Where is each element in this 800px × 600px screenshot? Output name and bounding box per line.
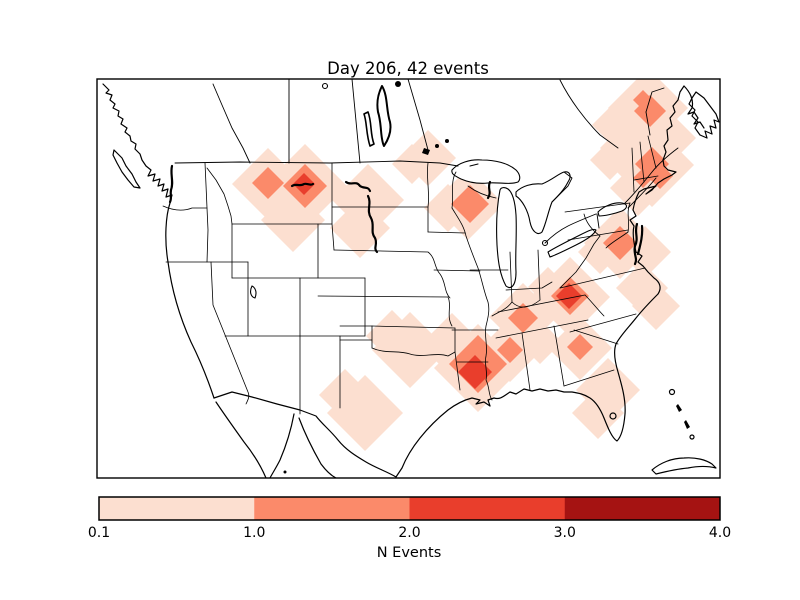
- contour-blob-level-1: [572, 387, 624, 439]
- contour-blob-level-1: [392, 144, 432, 184]
- state-borders: [162, 135, 659, 415]
- colorbar-tick-label: 4.0: [709, 525, 731, 541]
- contour-blob-level-2: [497, 337, 523, 363]
- contour-blob-level-2: [508, 303, 538, 333]
- rivers-and-bays: [168, 164, 644, 266]
- contour-blob-level-2: [451, 185, 489, 223]
- colorbar-segment: [254, 497, 410, 520]
- colorbar-segment: [409, 497, 566, 520]
- international-borders: [174, 79, 679, 244]
- contour-blob-level-1: [632, 282, 680, 330]
- basemap: [102, 79, 720, 478]
- colorbar-tick-label: 2.0: [398, 525, 420, 541]
- contour-blob-level-1: [366, 310, 418, 362]
- contour-blob-level-3: [458, 355, 492, 389]
- contour-blob-level-3: [556, 283, 582, 309]
- colorbar-segment: [564, 497, 721, 520]
- contour-blob-level-2: [603, 226, 637, 260]
- colorbar-segment: [99, 497, 255, 520]
- contour-blob-level-2: [567, 334, 593, 360]
- contour-blob-level-1: [590, 140, 630, 180]
- contour-blob-level-2: [252, 167, 284, 199]
- lakes: [250, 81, 628, 299]
- colorbar-tick-label: 0.1: [88, 525, 110, 541]
- colorbar-tick-labels: 0.1 1.0 2.0 3.0 4.0: [88, 525, 731, 541]
- colorbar-tick-label: 1.0: [243, 525, 265, 541]
- colorbar-segments: [99, 497, 721, 520]
- map-frame: [96, 78, 721, 479]
- colorbar-axis-label: N Events: [377, 545, 442, 561]
- colorbar: 0.1 1.0 2.0 3.0 4.0 N Events: [88, 496, 731, 561]
- colorbar-tick-label: 3.0: [554, 525, 576, 541]
- contour-blob-level-1: [319, 369, 371, 421]
- colorbar-outline: [98, 496, 721, 521]
- contour-blob-level-2: [633, 168, 653, 188]
- figure-title: Day 206, 42 events: [327, 59, 489, 78]
- coastlines: [102, 83, 720, 478]
- contour-blob-level-1: [592, 101, 640, 149]
